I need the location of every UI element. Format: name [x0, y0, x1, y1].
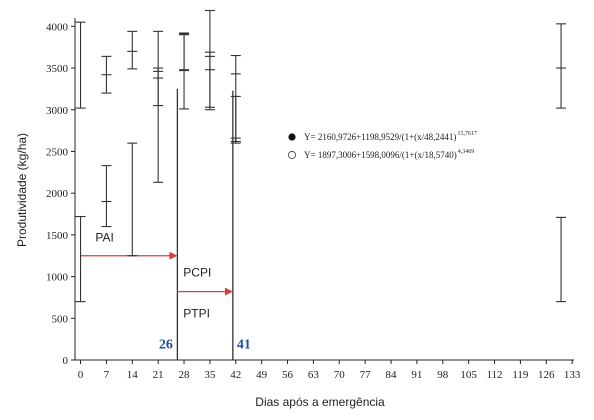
annotation-pai: PAI: [95, 231, 113, 245]
y-tick-label: 3500: [46, 63, 69, 75]
open-circle-marker: [287, 150, 297, 160]
x-tick-label: 35: [204, 369, 216, 381]
plot-area: 0 500 1000 1500 2000 2500 3000 3500 4000 0 7 14 21 2…: [46, 9, 581, 381]
x-tick-label: 133: [564, 369, 581, 381]
legend-item: Y= 1897,3006+1598,0096/(1+(x/18,5740) 4,3…: [287, 149, 475, 160]
x-tick-label: 28: [179, 369, 191, 381]
annotation-ptpi: PTPI: [183, 306, 210, 320]
x-tick-label: 0: [78, 369, 84, 381]
x-tick-label: 98: [437, 369, 449, 381]
error-bar: [101, 165, 112, 228]
x-tick-label: 105: [460, 369, 477, 381]
error-bar: [556, 23, 567, 109]
x-tick-label: 84: [386, 369, 398, 381]
annotations: PAI PCPI PTPI 26 41: [95, 231, 251, 353]
y-tick-label: 1000: [46, 272, 69, 284]
annotation-26: 26: [159, 337, 173, 352]
x-tick-label: 42: [230, 369, 241, 381]
error-bar: [153, 30, 164, 107]
filled-circle-marker: [288, 133, 296, 141]
error-bar: [230, 95, 241, 143]
y-tick-label: 2000: [46, 188, 69, 200]
y-tick-label: 0: [63, 355, 69, 367]
legend-exponent: 15,7617: [457, 131, 477, 137]
x-tick-label: 119: [512, 369, 529, 381]
legend-equation: Y= 1897,3006+1598,0096/(1+(x/18,5740): [304, 150, 457, 160]
legend-exponent: 4,3469: [458, 149, 475, 155]
x-tick-label: 91: [411, 369, 422, 381]
y-tick-label: 4000: [46, 21, 69, 33]
x-tick-label: 56: [282, 369, 294, 381]
x-tick-label: 77: [360, 369, 372, 381]
y-tick-label: 3000: [46, 105, 69, 117]
legend-equation: Y= 2160,9726+1198,9529/(1+(x/48,2441): [304, 132, 456, 142]
y-tick-label: 1500: [46, 230, 69, 242]
x-tick-label: 14: [127, 369, 139, 381]
error-bars: [75, 9, 567, 303]
annotation-41: 41: [237, 337, 251, 352]
x-tick-label: 70: [334, 369, 346, 381]
y-tick-label: 500: [52, 313, 69, 325]
legend-item: Y= 2160,9726+1198,9529/(1+(x/48,2441) 15,…: [288, 131, 477, 142]
x-tick-label: 63: [308, 369, 320, 381]
error-bar: [179, 33, 190, 72]
x-tick-label: 7: [104, 369, 110, 381]
error-bar: [101, 55, 112, 94]
error-bar: [556, 216, 567, 303]
error-bar: [204, 51, 215, 108]
y-axis-title: Produtividade (kg/ha): [15, 133, 29, 247]
y-tick-label: 2500: [46, 146, 69, 158]
x-axis-title: Dias após a emergência: [255, 395, 385, 409]
reference-lines: [176, 88, 234, 360]
x-tick-label: 21: [153, 369, 164, 381]
x-tick-label: 49: [256, 369, 268, 381]
y-axis-ticks: 0 500 1000 1500 2000 2500 3000 3500 4000: [46, 21, 75, 367]
x-tick-label: 126: [538, 369, 555, 381]
legend: Y= 2160,9726+1198,9529/(1+(x/48,2441) 15,…: [287, 131, 477, 160]
error-bar: [127, 142, 138, 257]
error-bar: [75, 215, 86, 303]
x-axis-ticks: 0 7 14 21 28 35 42 49 56 63 70 77 84 91 98 105 112 119 126…: [78, 360, 581, 381]
x-tick-label: 112: [486, 369, 502, 381]
error-bar: [75, 21, 86, 109]
annotation-pcpi: PCPI: [183, 266, 211, 280]
error-bar: [127, 30, 138, 70]
